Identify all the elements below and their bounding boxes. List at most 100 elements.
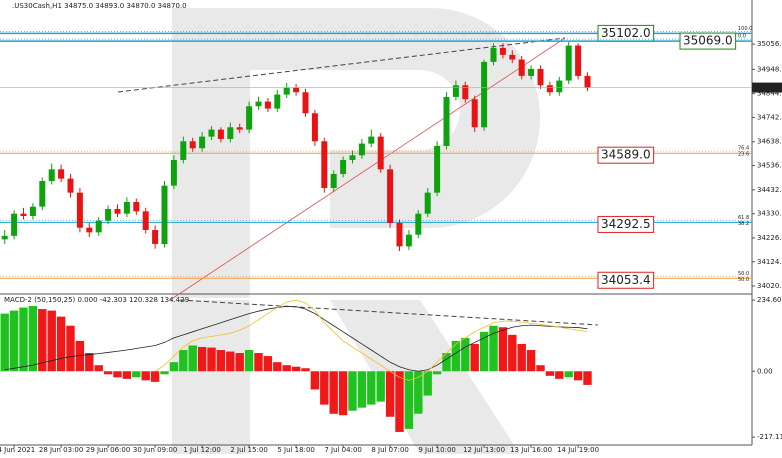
last-price-label: 34870.0 bbox=[754, 84, 782, 92]
macd-bar bbox=[122, 371, 132, 379]
candle-body bbox=[575, 45, 582, 76]
candle-body bbox=[293, 87, 300, 93]
fib-label: 23.6 bbox=[738, 152, 749, 158]
macd-bar bbox=[0, 313, 9, 372]
x-tick-label: 29 Jun 06:00 bbox=[86, 446, 130, 454]
macd-bar bbox=[573, 371, 583, 381]
macd-bar bbox=[489, 325, 498, 372]
candle-body bbox=[217, 129, 224, 139]
candle-body bbox=[434, 145, 441, 193]
macd-bar bbox=[357, 371, 367, 408]
macd-bar bbox=[451, 340, 461, 372]
macd-bar bbox=[348, 371, 357, 411]
candle-body bbox=[518, 59, 525, 76]
y-tick-label: 34536.0 bbox=[757, 162, 782, 170]
x-tick-label: 1 Jul 12:00 bbox=[183, 446, 221, 454]
level-label: 35102.0 bbox=[601, 26, 651, 40]
candle-body bbox=[246, 106, 253, 130]
x-tick-label: 5 Jul 18:00 bbox=[277, 446, 315, 454]
candle-body bbox=[537, 68, 544, 86]
candle-body bbox=[39, 180, 46, 207]
fib-label: 38.2 bbox=[738, 221, 749, 227]
y-tick-label: 34948.0 bbox=[757, 65, 782, 73]
watermark-bowl bbox=[250, 8, 540, 228]
macd-bar bbox=[197, 346, 207, 372]
candle-body bbox=[405, 234, 412, 247]
candle-body bbox=[490, 47, 497, 62]
y-tick-label: 0.00 bbox=[757, 367, 773, 375]
candle-body bbox=[311, 113, 318, 142]
macd-bar bbox=[75, 340, 85, 372]
level-label-box bbox=[597, 146, 655, 164]
x-tick-label: 8 Jul 07:00 bbox=[371, 446, 409, 454]
macd-bar bbox=[555, 371, 564, 379]
candle-body bbox=[170, 159, 177, 186]
candle-body bbox=[208, 129, 215, 137]
y-tick-label: -217.11 bbox=[757, 433, 782, 441]
candle-body bbox=[67, 178, 74, 193]
macd-line bbox=[4, 305, 588, 372]
macd-bar bbox=[38, 309, 47, 372]
y-tick-label: 34330.0 bbox=[757, 210, 782, 218]
candle-body bbox=[349, 155, 356, 160]
candle-body bbox=[340, 159, 347, 174]
macd-bar bbox=[19, 307, 28, 372]
level-label: 34053.4 bbox=[601, 273, 651, 287]
candle-body bbox=[321, 141, 328, 188]
watermark-stem2 bbox=[172, 300, 250, 454]
level-label: 34292.5 bbox=[601, 217, 651, 231]
macd-bar bbox=[282, 365, 291, 372]
candle-body bbox=[133, 201, 140, 212]
candle-body bbox=[86, 227, 93, 233]
y-tick-label: 34226.0 bbox=[757, 234, 782, 242]
x-tick-label: 30 Jun 09:00 bbox=[133, 446, 177, 454]
candle-body bbox=[255, 101, 262, 107]
macd-bar bbox=[517, 343, 526, 372]
macd-bar bbox=[160, 371, 169, 375]
macd-bar bbox=[244, 350, 254, 372]
level-label-box bbox=[597, 215, 655, 233]
macd-bar bbox=[113, 371, 122, 378]
candle-body bbox=[528, 68, 535, 76]
candle-body bbox=[1, 235, 8, 240]
candle-body bbox=[452, 85, 459, 97]
candle-body bbox=[123, 201, 130, 214]
macd-bar bbox=[310, 371, 320, 390]
macd-bar bbox=[404, 371, 414, 429]
candle-body bbox=[443, 96, 450, 146]
x-tick-label: 13 Jul 16:00 bbox=[510, 446, 552, 454]
candle-body bbox=[509, 54, 516, 60]
y-tick-label: 34638.0 bbox=[757, 138, 782, 146]
level-label: 34589.0 bbox=[601, 148, 651, 162]
macd-bar bbox=[498, 327, 508, 372]
candle-body bbox=[20, 213, 27, 217]
macd-bar bbox=[395, 371, 404, 432]
x-tick-label: 24 Jun 2021 bbox=[0, 446, 35, 454]
candle-body bbox=[368, 136, 375, 144]
candle-body bbox=[481, 61, 488, 128]
candle-body bbox=[58, 169, 65, 179]
macd-bar bbox=[583, 371, 592, 385]
level-label-box bbox=[679, 32, 737, 50]
macd-bar bbox=[141, 371, 150, 381]
macd-bar bbox=[28, 306, 38, 372]
macd-bar bbox=[291, 366, 301, 372]
candle-body bbox=[302, 92, 309, 114]
candle-body bbox=[584, 75, 591, 88]
macd-bar bbox=[367, 371, 376, 405]
macd-bar bbox=[85, 353, 94, 372]
macd-bar bbox=[508, 334, 517, 372]
fib-label: 0.0 bbox=[738, 34, 746, 40]
candle-body bbox=[76, 192, 83, 228]
macd-bar bbox=[103, 371, 113, 375]
macd-bar bbox=[66, 325, 75, 372]
candle-body bbox=[283, 87, 290, 95]
x-tick-label: 7 Jul 04:00 bbox=[324, 446, 362, 454]
macd-bar bbox=[273, 362, 282, 372]
macd-bar bbox=[376, 371, 385, 402]
last-price-box bbox=[752, 82, 782, 93]
macd-bar bbox=[47, 310, 56, 372]
macd-bar bbox=[338, 371, 348, 416]
macd-bar bbox=[432, 371, 442, 375]
candle-body bbox=[48, 169, 55, 181]
